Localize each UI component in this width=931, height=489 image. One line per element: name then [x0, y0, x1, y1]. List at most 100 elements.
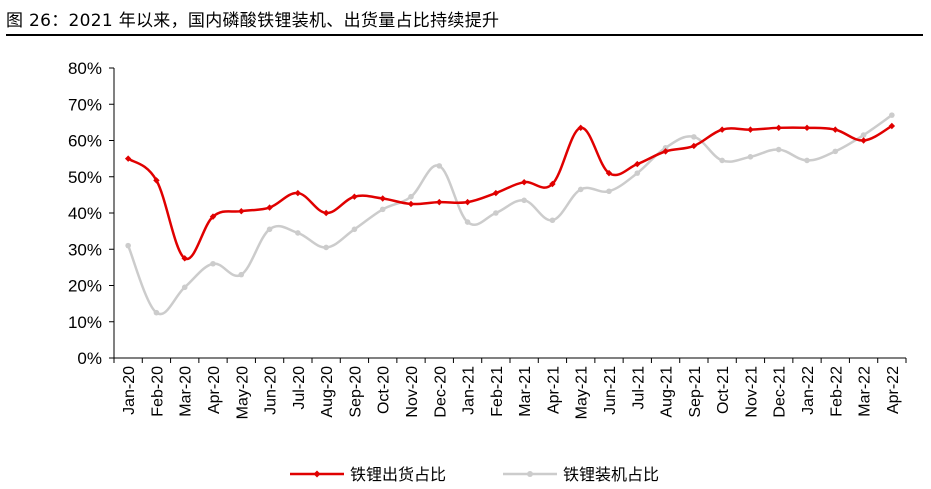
chart-axes	[113, 68, 906, 359]
data-point	[888, 122, 896, 130]
x-tick-label: Jan-22	[800, 366, 817, 415]
y-tick-label: 10%	[68, 313, 102, 332]
x-tick-label: Feb-21	[489, 366, 506, 417]
data-point	[408, 193, 414, 200]
series-layer	[124, 112, 896, 316]
legend-marker	[313, 470, 321, 478]
data-point	[634, 170, 641, 176]
x-tick-label: Sep-21	[687, 366, 704, 418]
data-point	[493, 210, 499, 216]
x-tick-label: Jan-20	[121, 366, 138, 415]
data-point	[860, 137, 867, 144]
data-point	[520, 178, 528, 186]
series-line	[127, 124, 893, 261]
data-point	[549, 217, 556, 224]
x-axis-ticks: Jan-20 Feb-20 Mar-20 Apr-20 May-20 Jun-20 Jul-…	[113, 358, 907, 419]
x-tick-label: Jul-20	[291, 366, 308, 410]
x-tick-label: Nov-20	[404, 366, 421, 418]
y-tick-label: 60%	[68, 132, 102, 151]
data-point	[238, 207, 245, 215]
data-point	[691, 134, 697, 140]
data-point	[322, 209, 330, 217]
y-tick-label: 40%	[68, 204, 102, 223]
x-tick-label: Jun-20	[263, 366, 280, 415]
x-tick-label: Sep-20	[347, 366, 364, 418]
y-tick-label: 20%	[68, 277, 102, 296]
data-point	[605, 169, 613, 177]
legend-label: 铁锂出货占比	[350, 465, 446, 484]
data-point	[775, 146, 782, 153]
figure-title: 图 26：2021 年以来，国内磷酸铁锂装机、出货量占比持续提升	[6, 11, 500, 31]
data-point	[747, 154, 754, 160]
data-point	[832, 126, 839, 133]
data-point	[860, 132, 867, 138]
data-point	[379, 206, 386, 213]
data-point	[181, 284, 188, 291]
data-point	[210, 260, 216, 267]
x-tick-label: Apr-20	[206, 366, 223, 414]
x-tick-label: Dec-21	[772, 366, 789, 418]
data-point	[719, 157, 725, 164]
x-tick-label: Apr-22	[885, 366, 902, 414]
x-tick-label: Aug-20	[319, 366, 336, 418]
legend-label: 铁锂装机占比	[563, 465, 659, 484]
data-point	[266, 204, 273, 211]
x-tick-label: Mar-21	[517, 366, 534, 417]
data-point	[323, 244, 329, 251]
data-point	[662, 144, 669, 151]
legend: 铁锂出货占比 铁锂装机占比	[290, 465, 659, 484]
data-point	[634, 160, 641, 168]
x-tick-label: May-20	[234, 366, 251, 419]
x-tick-label: Nov-21	[743, 366, 760, 418]
x-tick-label: Mar-22	[857, 366, 874, 417]
data-point	[832, 148, 839, 155]
data-point	[889, 112, 895, 118]
y-tick-label: 70%	[68, 95, 102, 114]
x-tick-label: Oct-20	[376, 366, 393, 414]
x-tick-label: Dec-20	[432, 366, 449, 418]
title-rule	[6, 34, 923, 36]
data-point	[662, 148, 669, 155]
data-point	[407, 200, 415, 208]
data-point	[181, 255, 188, 262]
data-point	[747, 126, 754, 133]
data-point	[549, 180, 556, 188]
data-point	[379, 195, 386, 202]
y-axis-ticks: 0% 10% 20% 30% 40% 50% 60% 70% 80%	[68, 59, 114, 368]
data-point	[266, 226, 273, 233]
data-point	[803, 124, 811, 132]
data-point	[577, 186, 584, 193]
x-tick-label: Feb-20	[149, 366, 166, 417]
data-point	[436, 163, 443, 169]
data-point	[125, 242, 131, 249]
data-point	[775, 124, 782, 132]
x-tick-label: May-21	[574, 366, 591, 419]
x-tick-label: Mar-20	[178, 366, 195, 417]
data-point	[294, 189, 302, 197]
y-tick-label: 50%	[68, 168, 102, 187]
data-point	[718, 126, 726, 133]
y-tick-label: 30%	[68, 240, 102, 259]
series-line	[126, 114, 893, 316]
data-point	[521, 197, 527, 204]
x-tick-label: Jul-21	[630, 366, 647, 410]
data-point	[124, 155, 132, 162]
y-tick-label: 80%	[68, 59, 102, 78]
legend-marker	[527, 471, 533, 477]
data-point	[464, 219, 471, 225]
data-point	[153, 309, 160, 316]
data-point	[804, 157, 810, 164]
data-point	[153, 177, 160, 184]
data-point	[492, 189, 500, 197]
y-tick-label: 0%	[77, 349, 102, 368]
data-point	[238, 271, 245, 278]
data-point	[436, 198, 443, 206]
x-tick-label: Apr-21	[545, 366, 562, 414]
x-tick-label: Jun-21	[602, 366, 619, 415]
data-point	[351, 226, 358, 233]
data-point	[690, 142, 698, 150]
x-tick-label: Jan-21	[461, 366, 478, 415]
x-tick-label: Oct-21	[715, 366, 732, 414]
data-point	[577, 124, 584, 132]
